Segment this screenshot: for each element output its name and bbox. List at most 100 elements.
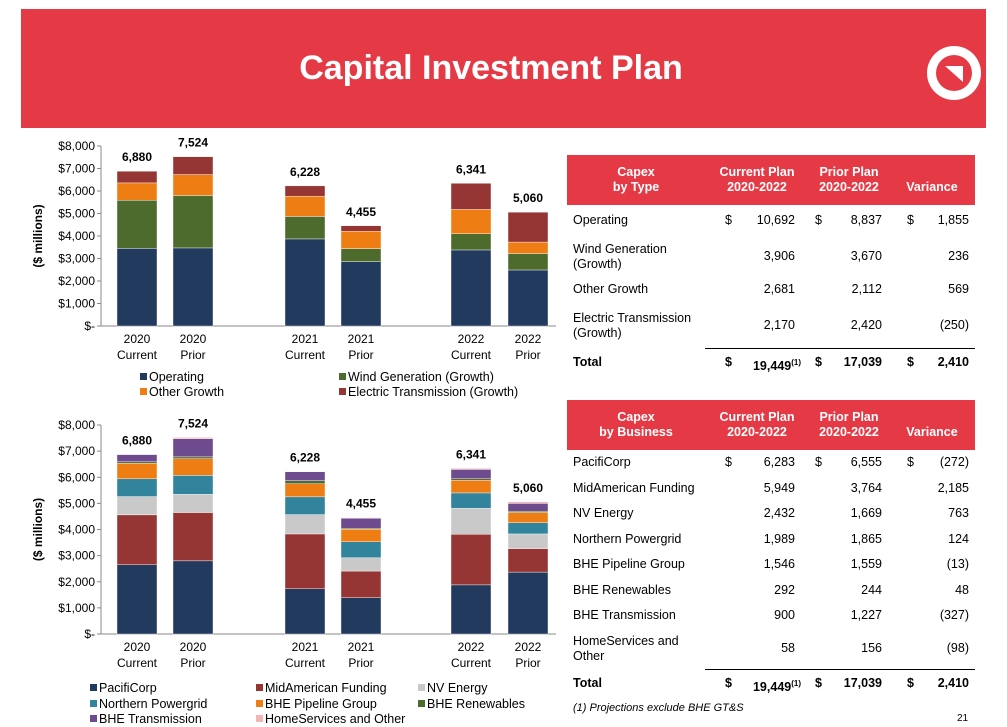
- bar-segment: [116, 171, 158, 184]
- bar-total-label: 6,228: [290, 450, 320, 464]
- bar-segment: [116, 514, 158, 565]
- y-axis-label: ($ millions): [31, 204, 45, 267]
- dollar-sign: $: [725, 355, 732, 369]
- table-row: MidAmerican Funding 5,949 3,764 2,185: [567, 476, 975, 501]
- variance-value: 124: [948, 531, 969, 546]
- legend-swatch: [90, 700, 97, 707]
- table-row: BHE Transmission 900 1,227 (327): [567, 603, 975, 629]
- legend-label: PacifiCorp: [99, 681, 157, 695]
- logo-mark: [936, 55, 972, 91]
- legend-label: Northern Powergrid: [99, 697, 207, 711]
- bar-segment: [450, 183, 492, 210]
- total-separator: [705, 669, 975, 670]
- bar-segment: [284, 533, 326, 590]
- bar-total-label: 6,341: [456, 162, 486, 176]
- bar-segment: [507, 211, 549, 243]
- bar-segment: [172, 560, 214, 635]
- row-label: NV Energy: [573, 506, 634, 520]
- x-tick-label: 2022: [515, 640, 542, 654]
- y-tick-label: $6,000: [58, 184, 95, 198]
- table-row: Electric Transmission (Growth) 2,170 2,420 (…: [567, 303, 975, 348]
- x-tick-label: Prior: [515, 656, 540, 670]
- bar-total-label: 7,524: [178, 416, 208, 430]
- bar-segment: [507, 522, 549, 535]
- y-tick-label: $5,000: [58, 207, 95, 221]
- bar-segment: [450, 249, 492, 327]
- bar-segment: [340, 225, 382, 232]
- dollar-sign: $: [907, 455, 914, 469]
- table-row: BHE Renewables 292 244 48: [567, 578, 975, 603]
- bar-segment: [116, 463, 158, 480]
- table-row: Operating $10,692 $8,837 $1,855: [567, 205, 975, 237]
- bar-segment: [172, 156, 214, 175]
- dollar-sign: $: [815, 455, 822, 469]
- bar-segment: [507, 241, 549, 254]
- prior-value: 6,555: [850, 455, 882, 469]
- bar-segment: [340, 597, 382, 635]
- bar-segment: [284, 216, 326, 240]
- bar-segment: [450, 508, 492, 535]
- y-tick-label: $3,000: [58, 252, 95, 266]
- legend-swatch: [90, 684, 97, 691]
- bar-segment: [340, 231, 382, 249]
- table-row: Northern Powergrid 1,989 1,865 124: [567, 527, 975, 552]
- legend-swatch: [418, 684, 425, 691]
- table-row: Other Growth 2,681 2,112 569: [567, 276, 975, 303]
- current-value: 1,546: [763, 557, 795, 571]
- current-value: 58: [781, 641, 795, 655]
- x-tick-label: Prior: [348, 348, 373, 362]
- x-tick-label: Current: [451, 656, 492, 670]
- capex-by-type-table: Capex by Type Current Plan 2020-2022 Prior P…: [567, 155, 975, 378]
- column-header: Current Plan 2020-2022: [719, 165, 795, 194]
- legend-swatch: [256, 684, 263, 691]
- dollar-sign: $: [907, 676, 914, 690]
- y-tick-label: $4,000: [58, 523, 95, 537]
- x-tick-label: 2020: [124, 640, 151, 654]
- dollar-sign: $: [815, 676, 822, 690]
- bar-total-label: 7,524: [178, 136, 208, 150]
- bar-segment: [284, 588, 326, 635]
- bar-total-label: 6,880: [122, 433, 152, 447]
- total-separator: [705, 348, 975, 349]
- bar-segment: [172, 195, 214, 249]
- y-tick-label: $-: [84, 627, 95, 641]
- prior-value: 1,669: [850, 506, 882, 520]
- bar-segment: [450, 478, 492, 481]
- current-value: 19,449(1): [752, 679, 801, 695]
- bar-segment: [340, 518, 382, 529]
- table-row: PacifiCorp $6,283 $6,555 $ (272): [567, 450, 975, 476]
- variance-value: 2,410: [937, 355, 969, 369]
- variance-value: (250): [939, 317, 969, 332]
- dollar-sign: $: [725, 213, 732, 227]
- x-tick-label: 2021: [292, 640, 319, 654]
- bar-segment: [450, 468, 492, 470]
- bar-segment: [507, 501, 549, 504]
- x-tick-label: Current: [285, 656, 326, 670]
- variance-value: (13): [946, 557, 969, 571]
- prior-value: 156: [861, 641, 882, 655]
- prior-value: 244: [861, 582, 882, 597]
- dollar-sign: $: [907, 213, 914, 227]
- bar-segment: [172, 456, 214, 459]
- prior-value: 2,420: [850, 317, 882, 332]
- bar-segment: [284, 471, 326, 481]
- y-tick-label: $8,000: [58, 418, 95, 432]
- prior-value: 2,112: [851, 281, 882, 296]
- bar-segment: [172, 247, 214, 327]
- variance-value: (327): [939, 608, 969, 622]
- current-value: 2,170: [763, 317, 795, 332]
- row-label: BHE Renewables: [573, 582, 671, 597]
- legend-label: BHE Pipeline Group: [265, 697, 377, 711]
- x-tick-label: 2021: [348, 332, 375, 346]
- legend-label: NV Energy: [427, 681, 488, 695]
- column-header: Capex by Business: [599, 410, 673, 439]
- current-value: 900: [774, 608, 795, 622]
- bar-segment: [284, 480, 326, 484]
- bar-segment: [172, 475, 214, 495]
- bar-segment: [116, 461, 158, 464]
- current-value: 5,949: [763, 480, 795, 495]
- variance-value: 763: [948, 506, 969, 520]
- table-header: Capex by Business Current Plan 2020-2022 Pri…: [567, 400, 975, 450]
- capex-by-business-chart: $- $1,000 $2,000 $3,000 $4,000 $5,000 $6,000 $7…: [31, 416, 556, 726]
- bar-segment: [116, 248, 158, 327]
